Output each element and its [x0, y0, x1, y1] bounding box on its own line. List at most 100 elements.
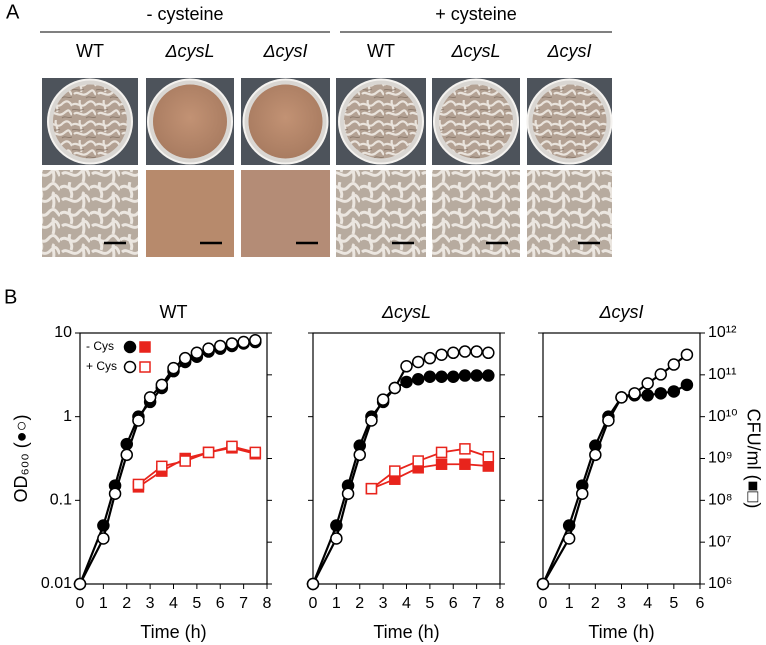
circle-marker — [120, 448, 133, 462]
strain-label: ΔcysL — [450, 41, 500, 61]
series-line — [137, 445, 256, 486]
plate-colony — [153, 84, 227, 159]
x-tick-label: 0 — [539, 595, 548, 612]
x-tick-label: 8 — [263, 595, 272, 612]
group-label: + cysteine — [435, 4, 517, 24]
circle-marker — [330, 519, 343, 532]
circle-marker — [214, 339, 227, 353]
square-marker — [132, 478, 145, 491]
chart-title: ΔcysI — [598, 302, 643, 322]
circle-marker — [470, 345, 483, 358]
panel-label: A — [6, 1, 20, 23]
circle-marker — [458, 369, 472, 382]
series-line — [370, 447, 489, 490]
circle-marker — [365, 414, 378, 427]
circle-marker — [447, 346, 460, 360]
plate-colony — [532, 84, 607, 159]
circle-marker — [237, 335, 250, 349]
x-tick-label: 6 — [696, 595, 705, 612]
plate-colony — [439, 84, 513, 159]
circle-marker — [225, 337, 239, 350]
plot-frame — [542, 332, 701, 585]
y-tick-label: 0.1 — [50, 492, 72, 509]
strain-label: WT — [367, 41, 395, 61]
series-line — [79, 339, 256, 585]
circle-marker — [411, 373, 425, 386]
x-axis-label: Time (h) — [588, 622, 654, 642]
circle-marker — [132, 414, 145, 427]
circle-marker — [330, 532, 343, 545]
square-marker — [435, 458, 448, 470]
square-marker — [365, 482, 378, 495]
circle-marker — [388, 381, 402, 395]
square-marker — [482, 451, 495, 463]
legend-marker — [123, 340, 137, 354]
square-marker — [226, 440, 238, 453]
x-tick-label: 0 — [309, 595, 318, 612]
legend-label: + Cys — [86, 359, 117, 373]
circle-marker — [155, 378, 169, 392]
circle-marker — [562, 519, 576, 532]
circle-marker — [641, 377, 654, 390]
x-tick-label: 3 — [617, 595, 626, 612]
x-tick-label: 1 — [99, 595, 108, 612]
legend-marker — [139, 341, 151, 353]
x-tick-label: 1 — [565, 595, 574, 612]
circle-marker — [482, 346, 495, 360]
circle-marker — [143, 391, 157, 404]
x-tick-label: 5 — [425, 595, 434, 612]
y-tick-label: 10 — [54, 324, 72, 341]
y2-tick-label: 10⁶ — [708, 575, 732, 592]
circle-marker — [306, 577, 320, 591]
circle-marker — [667, 385, 681, 398]
circle-marker — [249, 333, 262, 347]
y2-tick-label: 10⁸ — [708, 492, 733, 509]
circle-marker — [178, 351, 192, 365]
circle-marker — [108, 487, 122, 500]
circle-marker — [482, 369, 495, 382]
x-tick-label: 2 — [355, 595, 364, 612]
square-marker — [435, 446, 448, 459]
chart-title: WT — [160, 302, 188, 322]
circle-marker — [400, 360, 413, 373]
strain-label: ΔcysI — [546, 41, 591, 61]
chart: ΔcysL 0 1 2 3 4 5 6 7 8 Time (h) — [306, 302, 505, 642]
circle-marker — [435, 348, 448, 361]
x-axis-label: Time (h) — [140, 622, 206, 642]
y-tick-label: 1 — [63, 408, 72, 425]
y2-tick-label: 10⁷ — [708, 533, 732, 550]
circle-marker — [447, 370, 460, 383]
x-tick-label: 6 — [216, 595, 225, 612]
y-tick-label: 0.01 — [41, 575, 72, 592]
circle-marker — [654, 387, 667, 400]
square-marker — [459, 443, 471, 455]
x-tick-label: 4 — [643, 595, 652, 612]
plate-colony — [53, 84, 127, 159]
y2-tick-label: 10¹² — [708, 324, 737, 341]
circle-marker — [458, 345, 472, 358]
y2-tick-label: 10⁹ — [708, 450, 733, 467]
circle-marker — [562, 532, 576, 545]
circle-marker — [602, 414, 615, 427]
x-tick-label: 0 — [76, 595, 85, 612]
x-tick-label: 7 — [472, 595, 481, 612]
circle-marker — [202, 342, 215, 355]
square-marker — [179, 455, 191, 467]
circle-marker — [97, 532, 110, 545]
circle-marker — [423, 351, 437, 365]
circle-marker — [411, 355, 425, 369]
circle-marker — [536, 577, 550, 591]
panel-a: - cysteine WT ΔcysL ΔcysI + cysteine WT ΔcysL Δ… — [40, 4, 613, 257]
x-tick-label: 2 — [591, 595, 600, 612]
group-label: - cysteine — [146, 4, 223, 24]
circle-marker — [435, 370, 448, 383]
square-marker — [412, 455, 424, 467]
series-line — [137, 446, 256, 488]
plate-colony — [344, 84, 418, 159]
square-marker — [389, 465, 401, 477]
y2-tick-label: 10¹¹ — [708, 366, 736, 383]
x-axis-label: Time (h) — [373, 622, 439, 642]
circle-marker — [73, 577, 87, 591]
